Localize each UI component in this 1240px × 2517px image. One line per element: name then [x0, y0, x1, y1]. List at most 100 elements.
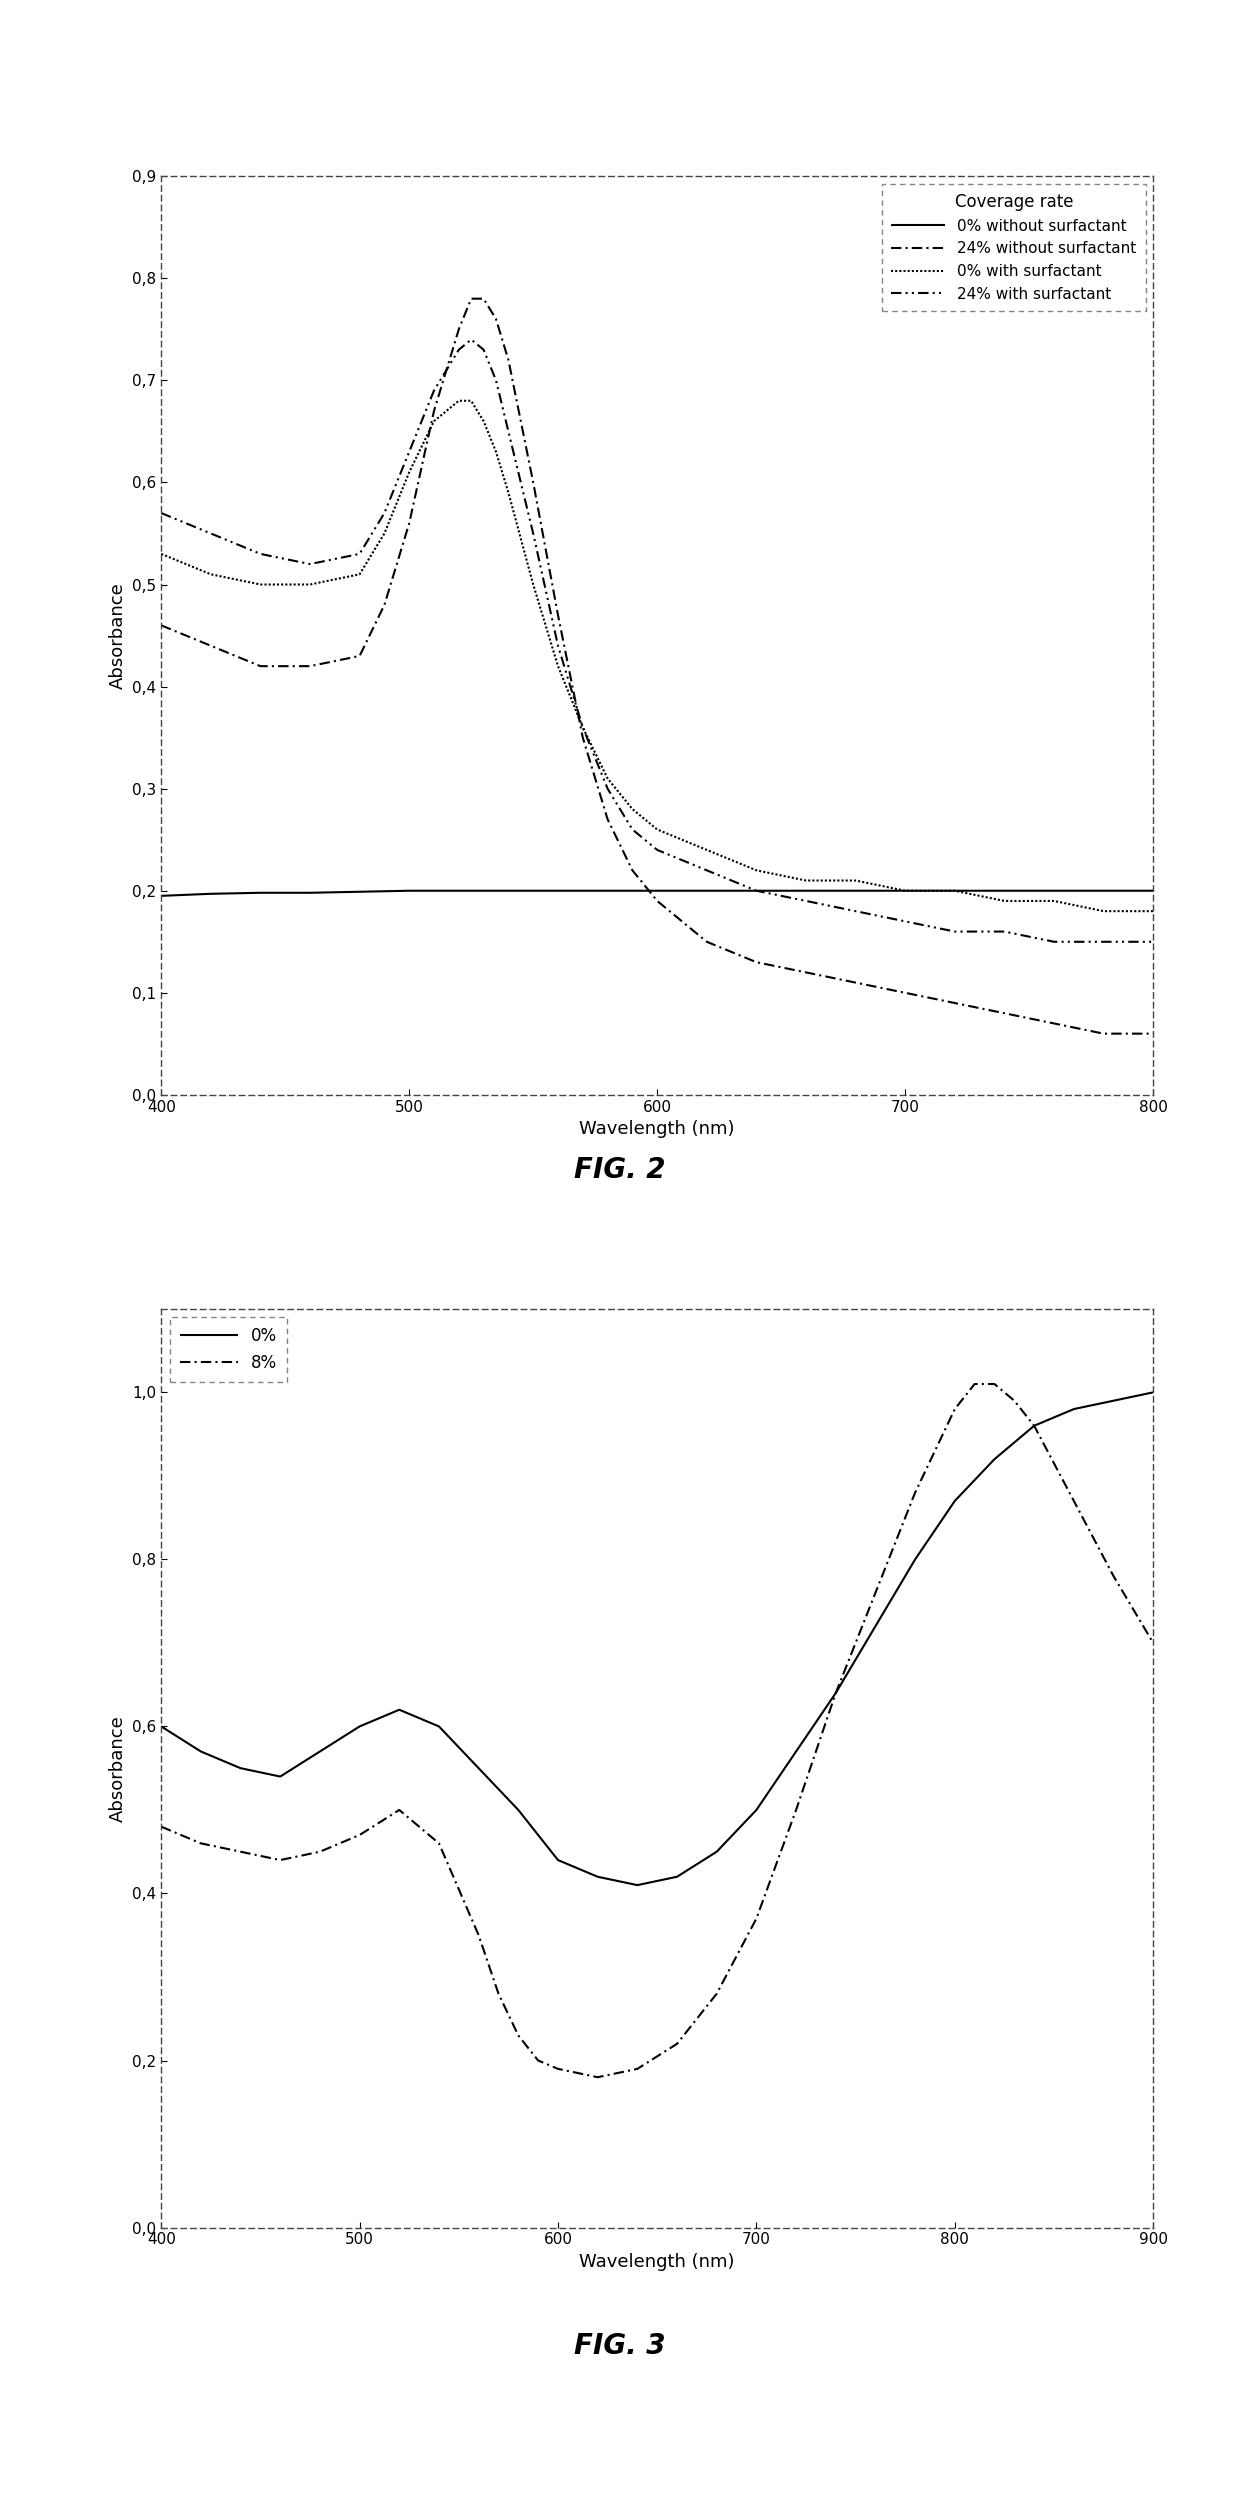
8% — [531, 2046, 546, 2077]
24% with surfactant — [402, 438, 417, 468]
0% with surfactant — [898, 876, 913, 906]
0% with surfactant — [551, 652, 565, 682]
24% without surfactant — [551, 599, 565, 629]
8% — [352, 1820, 367, 1850]
0% with surfactant — [489, 438, 503, 468]
24% without surfactant — [848, 967, 863, 997]
0% — [709, 1837, 724, 1868]
0% — [789, 1737, 804, 1767]
8% — [868, 1578, 883, 1608]
8% — [312, 1837, 327, 1868]
24% without surfactant — [377, 589, 392, 619]
Legend: 0% without surfactant, 24% without surfactant, 0% with surfactant, 24% with surf: 0% without surfactant, 24% without surfa… — [883, 184, 1146, 310]
0% with surfactant — [154, 539, 169, 569]
0% with surfactant — [848, 866, 863, 896]
24% with surfactant — [898, 906, 913, 936]
24% with surfactant — [997, 916, 1012, 946]
0% with surfactant — [451, 385, 466, 415]
0% without surfactant — [154, 881, 169, 911]
0% without surfactant — [1096, 876, 1111, 906]
8% — [908, 1477, 923, 1508]
24% with surfactant — [476, 335, 491, 365]
Y-axis label: Absorbance: Absorbance — [109, 1714, 126, 1822]
0% with surfactant — [476, 405, 491, 435]
24% with surfactant — [427, 375, 441, 405]
0% — [868, 1611, 883, 1641]
0% — [1066, 1394, 1081, 1425]
24% without surfactant — [154, 609, 169, 639]
24% without surfactant — [427, 395, 441, 425]
Y-axis label: Absorbance: Absorbance — [109, 581, 126, 690]
0% without surfactant — [997, 876, 1012, 906]
Line: 24% without surfactant: 24% without surfactant — [161, 300, 1153, 1034]
0% — [233, 1752, 248, 1782]
24% without surfactant — [1096, 1019, 1111, 1050]
8% — [749, 1903, 764, 1933]
8% — [630, 2054, 645, 2084]
8% — [432, 1827, 446, 1858]
24% without surfactant — [476, 284, 491, 315]
8% — [590, 2061, 605, 2092]
24% without surfactant — [799, 956, 813, 987]
0% — [511, 1795, 526, 1825]
8% — [709, 1978, 724, 2009]
24% with surfactant — [799, 886, 813, 916]
8% — [511, 2021, 526, 2051]
0% — [392, 1694, 407, 1724]
Line: 0%: 0% — [161, 1392, 1153, 1885]
Line: 0% without surfactant: 0% without surfactant — [161, 891, 1153, 896]
0% — [749, 1795, 764, 1825]
24% without surfactant — [600, 805, 615, 836]
0% — [471, 1752, 486, 1782]
24% without surfactant — [650, 886, 665, 916]
0% with surfactant — [501, 478, 516, 508]
0% with surfactant — [526, 569, 541, 599]
0% without surfactant — [551, 876, 565, 906]
24% with surfactant — [1096, 926, 1111, 956]
24% with surfactant — [1146, 926, 1161, 956]
8% — [392, 1795, 407, 1825]
0% without surfactant — [402, 876, 417, 906]
0% without surfactant — [749, 876, 764, 906]
0% without surfactant — [501, 876, 516, 906]
0% — [1027, 1410, 1042, 1440]
0% with surfactant — [427, 405, 441, 435]
0% without surfactant — [947, 876, 962, 906]
0% without surfactant — [476, 876, 491, 906]
24% without surfactant — [699, 926, 714, 956]
0% with surfactant — [352, 559, 367, 589]
24% without surfactant — [464, 284, 479, 315]
Line: 0% with surfactant: 0% with surfactant — [161, 400, 1153, 911]
24% with surfactant — [625, 816, 640, 846]
0% with surfactant — [377, 519, 392, 549]
0% with surfactant — [1047, 886, 1061, 916]
0% — [947, 1485, 962, 1515]
24% with surfactant — [749, 876, 764, 906]
0% — [828, 1679, 843, 1709]
Text: FIG. 2: FIG. 2 — [574, 1155, 666, 1186]
0% without surfactant — [699, 876, 714, 906]
0% without surfactant — [253, 878, 268, 909]
24% without surfactant — [625, 856, 640, 886]
24% without surfactant — [203, 632, 218, 662]
8% — [1146, 1628, 1161, 1659]
0% with surfactant — [203, 559, 218, 589]
24% without surfactant — [1047, 1009, 1061, 1040]
8% — [1106, 1561, 1121, 1591]
24% without surfactant — [997, 999, 1012, 1029]
24% without surfactant — [303, 652, 317, 682]
0% with surfactant — [749, 856, 764, 886]
0% — [154, 1712, 169, 1742]
0% with surfactant — [1146, 896, 1161, 926]
0% — [193, 1737, 208, 1767]
24% without surfactant — [253, 652, 268, 682]
8% — [471, 1920, 486, 1951]
0% with surfactant — [699, 836, 714, 866]
24% with surfactant — [551, 632, 565, 662]
0% — [908, 1545, 923, 1576]
24% with surfactant — [352, 539, 367, 569]
0% without surfactant — [451, 876, 466, 906]
0% without surfactant — [575, 876, 590, 906]
0% — [987, 1445, 1002, 1475]
24% without surfactant — [451, 315, 466, 345]
